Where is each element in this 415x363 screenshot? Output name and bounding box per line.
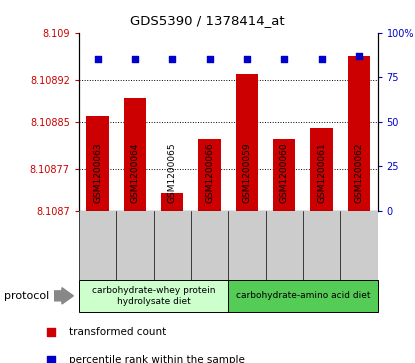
FancyArrow shape (54, 287, 73, 304)
Point (94, 56, 101, 62)
Text: transformed count: transformed count (69, 327, 166, 337)
Point (206, 56, 213, 62)
Point (169, 56, 176, 62)
Text: carbohydrate-amino acid diet: carbohydrate-amino acid diet (236, 291, 370, 300)
Point (318, 56, 325, 62)
Text: GDS5390 / 1378414_at: GDS5390 / 1378414_at (130, 15, 285, 28)
Bar (86, 116, 109, 211)
Bar (236, 74, 258, 211)
Text: protocol: protocol (4, 291, 49, 301)
Point (281, 56, 288, 62)
Point (132, 56, 138, 62)
Bar (161, 193, 183, 211)
Bar (124, 98, 146, 211)
Bar (198, 139, 221, 211)
Point (244, 56, 250, 62)
Bar (348, 56, 370, 211)
Bar (310, 127, 333, 211)
Bar (228, 280, 378, 312)
Text: percentile rank within the sample: percentile rank within the sample (69, 355, 245, 363)
Text: carbohydrate-whey protein
hydrolysate diet: carbohydrate-whey protein hydrolysate di… (92, 286, 215, 306)
Bar (79, 280, 228, 312)
Point (356, 53, 362, 59)
Bar (273, 139, 295, 211)
